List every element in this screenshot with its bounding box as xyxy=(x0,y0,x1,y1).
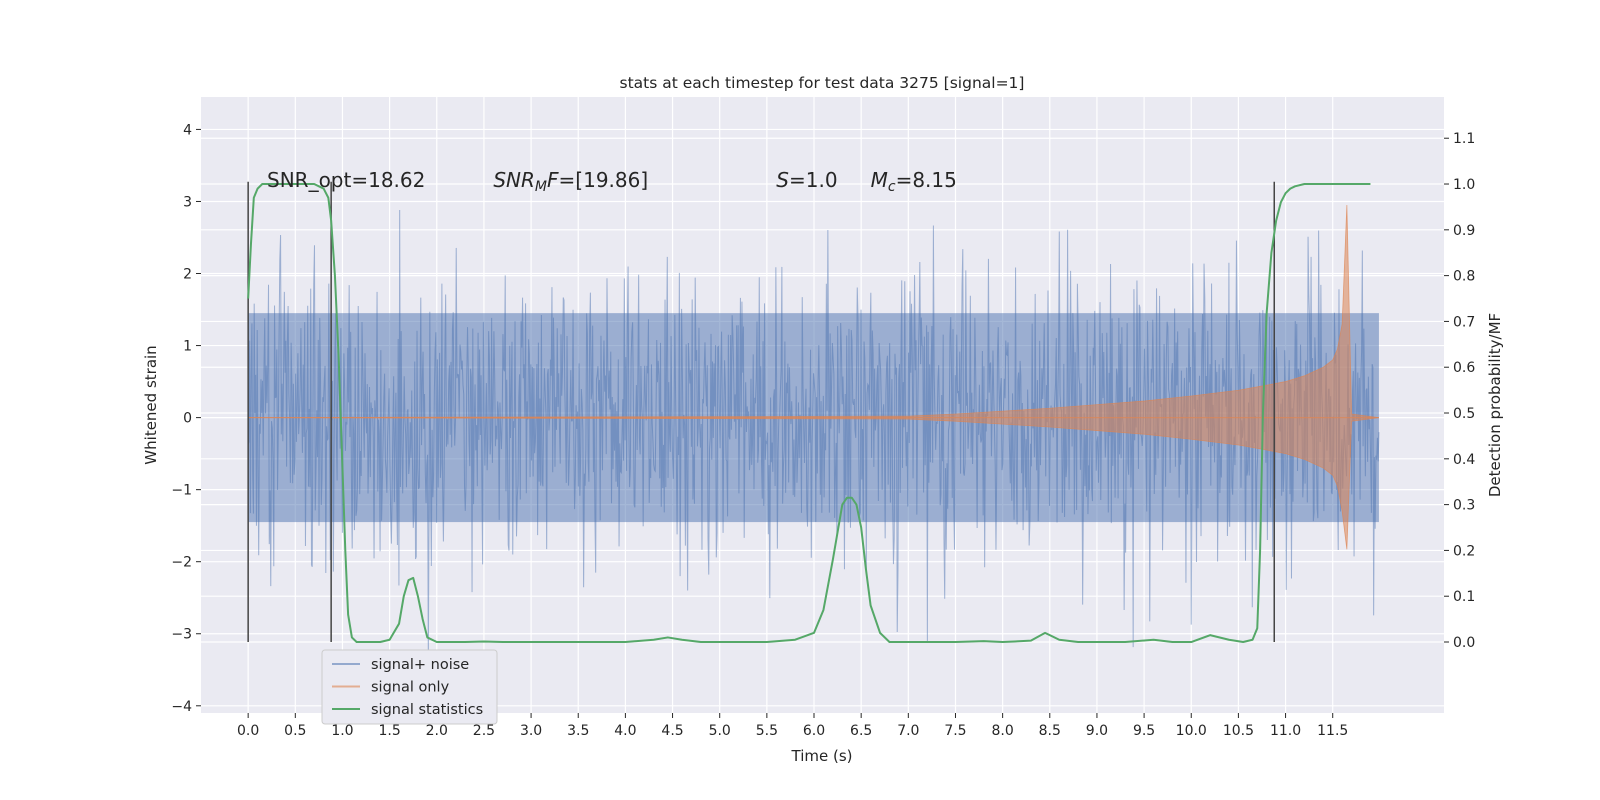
x-tick-label: 1.0 xyxy=(331,723,353,739)
annotation-chirp-mass: Mc=8.15 xyxy=(871,168,957,195)
legend-label: signal only xyxy=(371,680,450,696)
annotation-snr-mf: SNRMF=[19.86] xyxy=(493,168,648,195)
x-tick-label: 4.5 xyxy=(661,723,683,739)
x-tick-label: 0.5 xyxy=(284,723,306,739)
y-tick-label: 4 xyxy=(183,122,192,138)
y-tick-label: 3 xyxy=(183,194,192,210)
annotation-snr-opt: SNR_opt=18.62 xyxy=(267,168,425,192)
annotation-stat-s: S=1.0 xyxy=(776,168,837,192)
x-tick-label: 11.0 xyxy=(1270,723,1301,739)
y2-tick-label: 0.6 xyxy=(1453,360,1475,376)
x-tick-label: 9.0 xyxy=(1086,723,1108,739)
annotations: SNR_opt=18.62 SNRMF=[19.86] S=1.0 Mc=8.15 xyxy=(267,168,957,195)
y2-tick-label: 0.8 xyxy=(1453,269,1475,285)
y-tick-label: −1 xyxy=(171,483,192,499)
legend-label: signal statistics xyxy=(371,702,483,718)
x-tick-label: 4.0 xyxy=(614,723,636,739)
x-tick-label: 11.5 xyxy=(1317,723,1348,739)
chart-title: stats at each timestep for test data 327… xyxy=(620,74,1025,92)
x-tick-label: 7.5 xyxy=(944,723,966,739)
y2-tick-label: 0.7 xyxy=(1453,314,1475,330)
y-tick-label: −3 xyxy=(171,627,192,643)
series-signal-only xyxy=(248,205,1379,550)
vertical-markers xyxy=(247,181,1275,643)
x-tick-label: 1.5 xyxy=(378,723,400,739)
y-tick-label: −4 xyxy=(171,699,192,715)
legend: signal+ noise signal only signal statistic… xyxy=(321,649,498,725)
x-tick-label: 6.5 xyxy=(850,723,872,739)
x-axis-label: Time (s) xyxy=(791,747,853,765)
y2-tick-label: 0.1 xyxy=(1453,589,1475,605)
x-tick-label: 7.0 xyxy=(897,723,919,739)
x-tick-label: 8.5 xyxy=(1039,723,1061,739)
x-tick-label: 6.0 xyxy=(803,723,825,739)
y-tick-label: 2 xyxy=(183,267,192,283)
x-tick-label: 8.0 xyxy=(991,723,1013,739)
y2-tick-label: 1.0 xyxy=(1453,177,1475,193)
y2-tick-label: 0.9 xyxy=(1453,223,1475,239)
legend-box xyxy=(321,649,498,725)
y-tick-label: 0 xyxy=(183,411,192,427)
y2-tick-label: 0.5 xyxy=(1453,406,1475,422)
x-tick-label: 2.5 xyxy=(473,723,495,739)
x-tick-label: 5.0 xyxy=(709,723,731,739)
x-tick-label: 2.0 xyxy=(426,723,448,739)
y2-tick-label: 0.3 xyxy=(1453,498,1475,514)
x-tick-label: 9.5 xyxy=(1133,723,1155,739)
y2-axis-label: Detection probability/MF xyxy=(1486,313,1504,497)
y-axis-ticks: −4 −3 −2 −1 0 1 2 3 4 xyxy=(171,122,201,715)
y-tick-label: −2 xyxy=(171,555,192,571)
x-tick-label: 0.0 xyxy=(237,723,259,739)
y-axis-label: Whitened strain xyxy=(142,345,160,464)
y2-tick-label: 0.4 xyxy=(1453,452,1475,468)
signal-envelope xyxy=(248,205,1379,550)
x-tick-label: 10.0 xyxy=(1176,723,1207,739)
noise-trace xyxy=(247,209,1380,663)
x-tick-label: 3.5 xyxy=(567,723,589,739)
x-axis-ticks: 0.0 0.5 1.0 1.5 2.0 2.5 3.0 3.5 4.0 4.5 5.0 5.5 6.0 6… xyxy=(237,713,1348,739)
x-tick-label: 5.5 xyxy=(756,723,778,739)
y2-tick-label: 0.0 xyxy=(1453,635,1475,651)
statistics-line xyxy=(247,183,1371,644)
x-tick-label: 10.5 xyxy=(1223,723,1254,739)
legend-label: signal+ noise xyxy=(371,657,469,673)
x-tick-label: 3.0 xyxy=(520,723,542,739)
series-signal-statistics xyxy=(247,183,1371,644)
y2-axis-ticks: 0.0 0.1 0.2 0.3 0.4 0.5 0.6 0.7 0.8 0.9 1.0 1.1 xyxy=(1444,131,1475,651)
y2-tick-label: 0.2 xyxy=(1453,543,1475,559)
y-tick-label: 1 xyxy=(183,339,192,355)
y2-tick-label: 1.1 xyxy=(1453,131,1475,147)
